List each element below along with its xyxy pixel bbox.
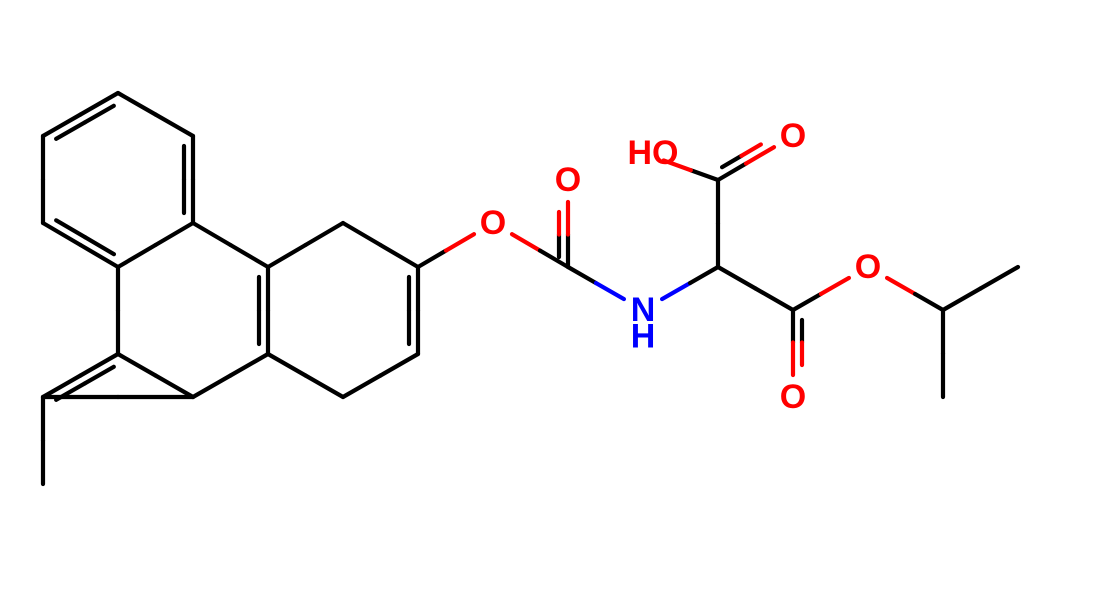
oxygen-atom-label: O [855, 248, 881, 286]
oxygen-atom-label: O [480, 204, 506, 242]
nh-hydrogen-label: H [631, 318, 656, 356]
oxygen-atom-label: O [780, 117, 806, 155]
oxygen-atom-label: O [780, 378, 806, 416]
molecule-diagram: OONHOOOHO [0, 0, 1111, 590]
hydroxyl-label: HO [627, 134, 678, 172]
oxygen-atom-label: O [555, 161, 581, 199]
molecule-svg: OONHOOOHO [0, 0, 1111, 590]
